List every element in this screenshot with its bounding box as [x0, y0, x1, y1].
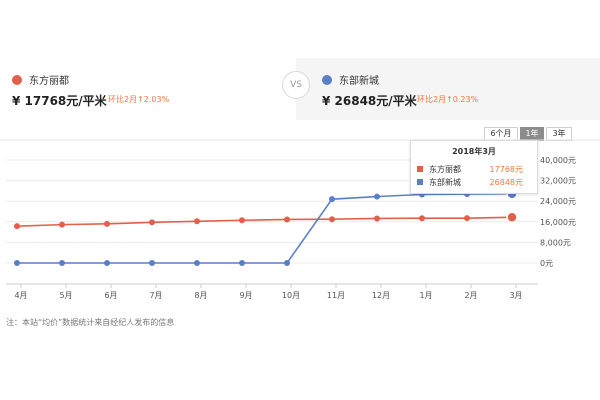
data-point: [506, 211, 518, 223]
y-tick-label: 8,000元: [540, 238, 571, 247]
vs-badge: VS: [282, 71, 310, 99]
community-panel-left: 东方丽都 ¥ 17768元/平米 环比2月↑2.03%: [0, 58, 296, 120]
tooltip-series-name: 东部新城: [429, 178, 461, 187]
tooltip-color-square: [417, 179, 423, 185]
y-tick-label: 32,000元: [540, 177, 576, 186]
tooltip-series-name: 东方丽都: [429, 165, 461, 174]
data-point: [329, 196, 335, 203]
y-tick-label: 24,000元: [540, 197, 576, 206]
tooltip-color-square: [417, 166, 423, 172]
community-change-left: 环比2月↑2.03%: [108, 95, 170, 104]
x-tick-label: 5月: [59, 291, 72, 300]
data-point: [14, 223, 20, 230]
data-point: [374, 193, 380, 200]
data-point: [329, 216, 335, 223]
tooltip-row: 东方丽都 17768元: [417, 164, 533, 174]
data-point: [464, 215, 470, 222]
series-color-dot-left: [12, 75, 22, 85]
data-source-note: 注：本站“均价”数据统计来自经纪人发布的信息: [6, 318, 175, 327]
y-tick-label: 40,000元: [540, 156, 576, 165]
x-tick-label: 12月: [372, 291, 390, 300]
data-point: [59, 221, 65, 228]
data-point: [284, 260, 290, 266]
community-change-right: 环比2月↑0.23%: [417, 95, 479, 104]
community-price-left: ¥ 17768元/平米: [12, 94, 107, 108]
x-tick-label: 2月: [464, 291, 477, 300]
community-panel-right: 东部新城 ¥ 26848元/平米 环比2月↑0.23%: [296, 58, 600, 120]
data-point: [149, 260, 155, 266]
data-point: [194, 218, 200, 225]
data-point: [374, 215, 380, 222]
community-price-right: ¥ 26848元/平米: [322, 94, 417, 108]
data-point: [104, 220, 110, 227]
data-point: [419, 215, 425, 222]
tooltip-row: 东部新城 26848元: [417, 177, 533, 187]
comparison-header: 东方丽都 ¥ 17768元/平米 环比2月↑2.03% 东部新城 ¥ 26848…: [0, 58, 600, 120]
data-point: [239, 217, 245, 224]
x-tick-label: 11月: [327, 291, 345, 300]
tooltip-series-value: 26848元: [489, 178, 523, 187]
x-tick-label: 10月: [282, 291, 300, 300]
series-line: [16, 216, 513, 227]
x-tick-label: 6月: [104, 291, 117, 300]
x-tick-label: 1月: [419, 291, 432, 300]
x-tick-label: 3月: [509, 291, 522, 300]
data-point: [194, 260, 200, 266]
community-name-left: 东方丽都: [29, 76, 69, 87]
data-point: [104, 260, 110, 266]
tooltip-title: 2018年3月: [452, 147, 496, 156]
x-tick-label: 9月: [239, 291, 252, 300]
data-point: [284, 216, 290, 223]
series-line: [17, 193, 513, 264]
y-tick-label: 16,000元: [540, 218, 576, 227]
data-point: [59, 260, 65, 266]
series-color-dot-right: [322, 75, 332, 85]
x-tick-label: 8月: [194, 291, 207, 300]
x-tick-label: 7月: [149, 291, 162, 300]
community-name-right: 东部新城: [339, 76, 379, 87]
data-point: [239, 260, 245, 266]
chart-tooltip: 2018年3月 东方丽都 17768元 东部新城 26848元: [410, 140, 538, 194]
tooltip-series-value: 17768元: [489, 165, 523, 174]
data-point: [149, 219, 155, 226]
data-point: [14, 260, 20, 266]
range-tab-6-months[interactable]: 6个月: [484, 127, 518, 141]
y-tick-label: 0元: [540, 259, 553, 268]
x-tick-label: 4月: [14, 291, 27, 300]
